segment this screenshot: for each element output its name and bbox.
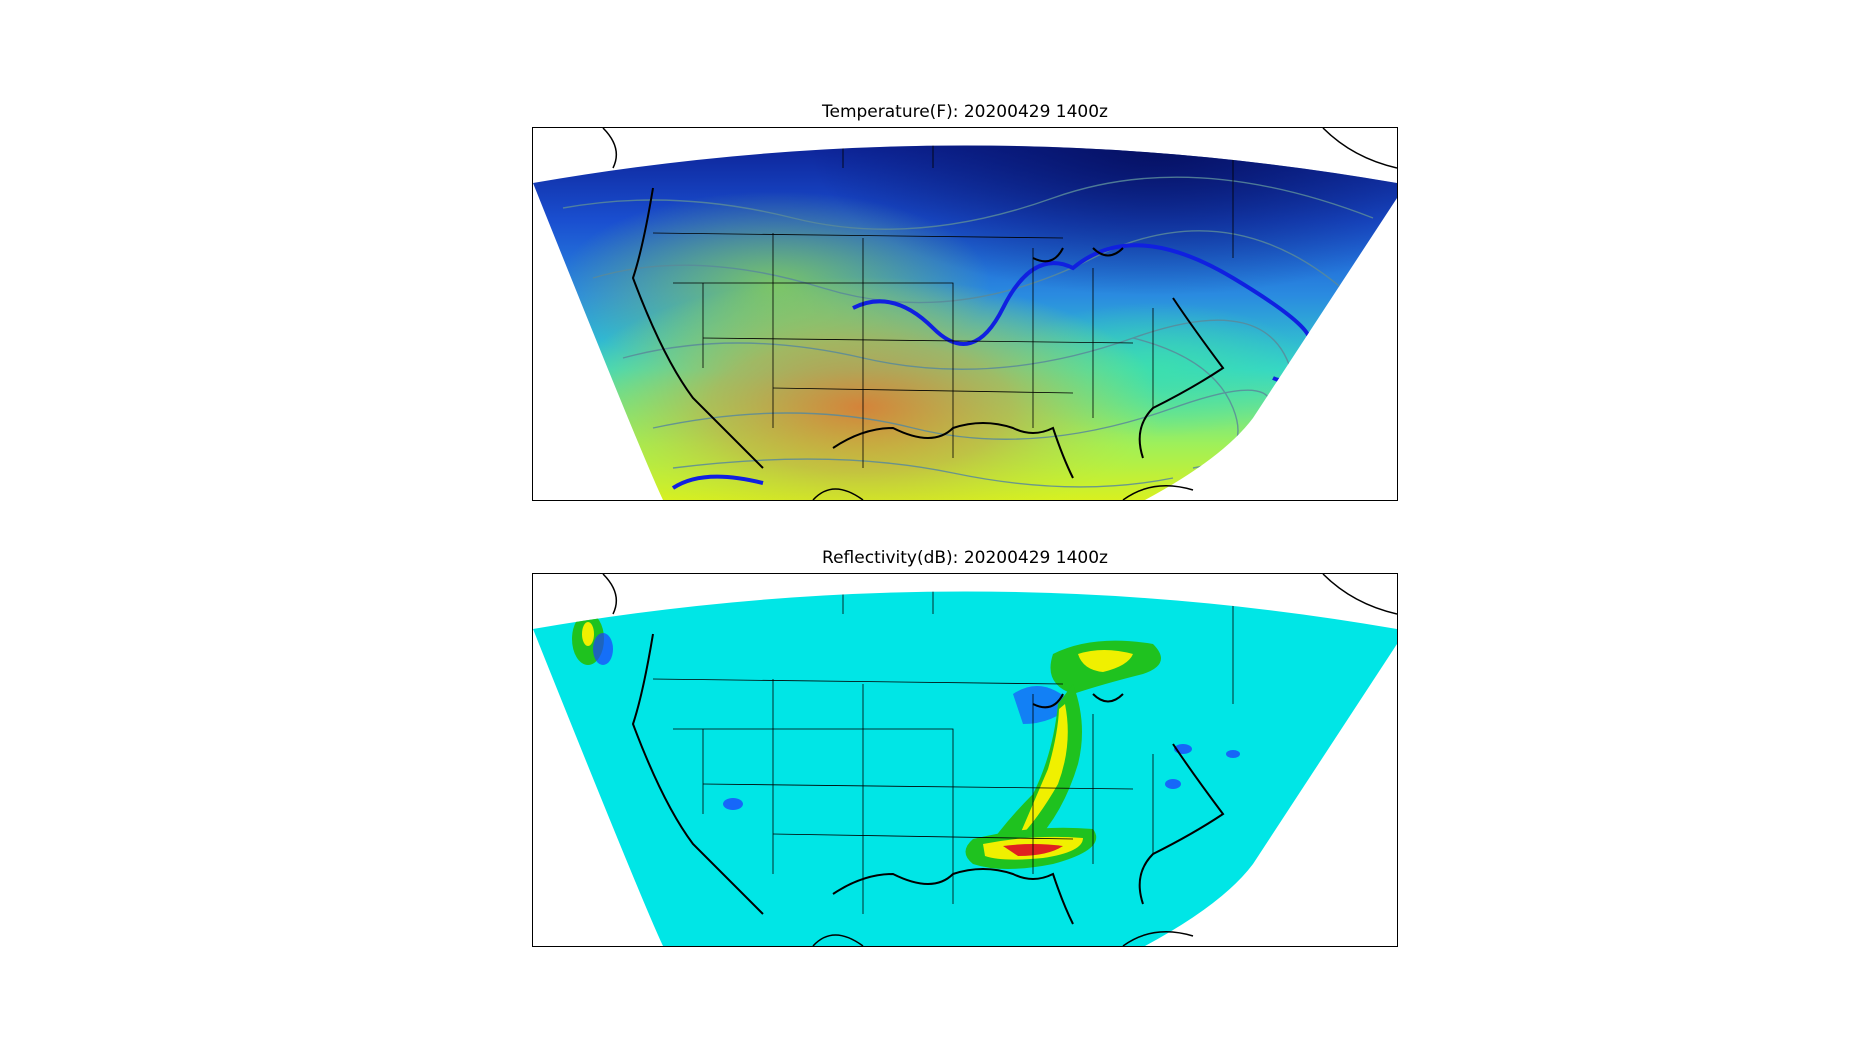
- coastlines-2: [631, 633, 1225, 925]
- echo-pacific-northwest: [572, 613, 613, 665]
- outside-coastlines-2: [602, 574, 1397, 946]
- temperature-panel-title: Temperature(F): 20200429 1400z: [822, 102, 1108, 122]
- coastlines: [631, 187, 1225, 479]
- echo-squall-line: [983, 684, 1082, 858]
- state-borders: [652, 145, 1234, 468]
- reflectivity-map-canvas: [533, 574, 1397, 946]
- reflectivity-background: [533, 591, 1397, 946]
- temperature-map-canvas: [533, 128, 1397, 500]
- echo-great-lakes: [1013, 640, 1161, 724]
- reflectivity-panel-title: Reflectivity(dB): 20200429 1400z: [822, 548, 1108, 568]
- state-borders-2: [652, 591, 1234, 914]
- outside-coastlines: [602, 128, 1397, 500]
- temperature-contours: [562, 176, 1374, 488]
- temperature-map: [532, 127, 1398, 501]
- reflectivity-map: [532, 573, 1398, 947]
